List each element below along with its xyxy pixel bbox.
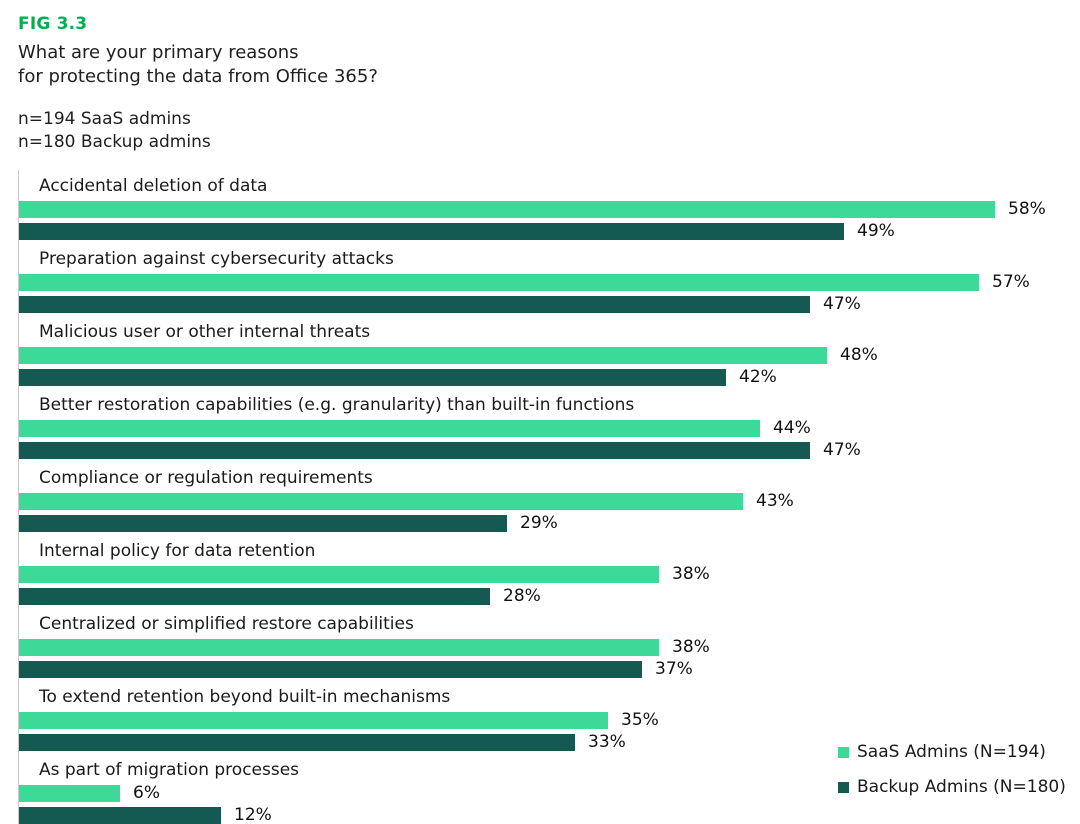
bar-saas	[19, 273, 979, 291]
category-group: Better restoration capabilities (e.g. gr…	[19, 393, 1062, 461]
bar-row-saas: 38%	[19, 636, 1062, 658]
bar-value: 37%	[655, 659, 693, 679]
sample-size-backup: n=180 Backup admins	[18, 132, 211, 153]
bar-value: 48%	[840, 345, 878, 365]
category-group: Malicious user or other internal threats…	[19, 320, 1062, 388]
bar-value: 47%	[823, 294, 861, 314]
bar-backup	[19, 587, 490, 605]
category-label: Accidental deletion of data	[39, 176, 268, 196]
bar-value: 44%	[773, 418, 811, 438]
category-label: As part of migration processes	[39, 760, 300, 780]
bar-row-saas: 35%	[19, 709, 1062, 731]
bar-saas	[19, 200, 995, 218]
bar-row-backup: 42%	[19, 366, 1062, 388]
bar-value: 58%	[1008, 199, 1046, 219]
chart-header: FIG 3.3 What are your primary reasons fo…	[0, 0, 1080, 155]
saas-legend-label: SaaS Admins (N=194)	[857, 742, 1046, 762]
bar-row-backup: 47%	[19, 293, 1062, 315]
bar-saas	[19, 492, 743, 510]
legend-item-backup: Backup Admins (N=180)	[838, 777, 1066, 797]
bar-backup	[19, 222, 844, 240]
bar-chart: Accidental deletion of data 58% 49% Prepara…	[18, 170, 1062, 824]
bar-backup	[19, 660, 642, 678]
bar-saas	[19, 565, 659, 583]
bar-value: 35%	[621, 710, 659, 730]
chart-title-line-2: for protecting the data from Office 365?	[18, 66, 378, 88]
category-group: Centralized or simplified restore capabi…	[19, 612, 1062, 680]
bar-value: 28%	[503, 586, 541, 606]
bar-backup	[19, 368, 726, 386]
bar-row-backup: 47%	[19, 439, 1062, 461]
bar-row-saas: 44%	[19, 417, 1062, 439]
category-label: Compliance or regulation requirements	[39, 468, 373, 488]
bar-row-backup: 49%	[19, 220, 1062, 242]
category-group: Internal policy for data retention 38% 28%	[19, 539, 1062, 607]
bar-row-backup: 12%	[19, 804, 1062, 824]
bar-row-saas: 58%	[19, 198, 1062, 220]
bar-backup	[19, 733, 575, 751]
bar-saas	[19, 711, 608, 729]
category-label: Preparation against cybersecurity attack…	[39, 249, 394, 269]
bar-row-backup: 28%	[19, 585, 1062, 607]
backup-legend-label: Backup Admins (N=180)	[857, 777, 1066, 797]
category-group: Accidental deletion of data 58% 49%	[19, 174, 1062, 242]
bar-value: 6%	[133, 783, 160, 803]
sample-size-note: n=194 SaaS admins n=180 Backup admins	[18, 108, 1080, 156]
bar-row-backup: 37%	[19, 658, 1062, 680]
category-group: Preparation against cybersecurity attack…	[19, 247, 1062, 315]
bar-backup	[19, 514, 507, 532]
category-group: Compliance or regulation requirements 43%…	[19, 466, 1062, 534]
category-label: Internal policy for data retention	[39, 541, 316, 561]
bar-value: 47%	[823, 440, 861, 460]
bar-value: 57%	[992, 272, 1030, 292]
saas-legend-swatch	[838, 746, 849, 758]
chart-rows: Accidental deletion of data 58% 49% Prepara…	[19, 174, 1062, 824]
bar-value: 38%	[672, 564, 710, 584]
category-label: Better restoration capabilities (e.g. gr…	[39, 395, 635, 415]
category-group: To extend retention beyond built-in mech…	[19, 685, 1062, 753]
bar-saas	[19, 638, 659, 656]
bar-row-backup: 33%	[19, 731, 1062, 753]
bar-row-backup: 29%	[19, 512, 1062, 534]
category-label: Centralized or simplified restore capabi…	[39, 614, 414, 634]
bar-value: 49%	[857, 221, 895, 241]
bar-value: 33%	[588, 732, 626, 752]
bar-value: 29%	[520, 513, 558, 533]
sample-size-saas: n=194 SaaS admins	[18, 108, 191, 129]
category-label: To extend retention beyond built-in mech…	[39, 687, 451, 707]
backup-legend-swatch	[838, 781, 849, 793]
bar-row-saas: 48%	[19, 344, 1062, 366]
bar-backup	[19, 806, 221, 824]
bar-value: 12%	[234, 805, 272, 824]
bar-row-saas: 57%	[19, 271, 1062, 293]
bar-saas	[19, 346, 827, 364]
category-label: Malicious user or other internal threats	[39, 322, 371, 342]
figure-number: FIG 3.3	[18, 14, 88, 34]
chart-title-line-1: What are your primary reasons	[18, 42, 299, 63]
legend-item-saas: SaaS Admins (N=194)	[838, 742, 1066, 762]
bar-row-saas: 38%	[19, 563, 1062, 585]
bar-backup	[19, 295, 810, 313]
bar-backup	[19, 441, 810, 459]
category-group: As part of migration processes 6% 12%	[19, 758, 1062, 824]
chart-legend: SaaS Admins (N=194) Backup Admins (N=180…	[838, 742, 1066, 797]
bar-row-saas: 6%	[19, 782, 1062, 804]
bar-saas	[19, 784, 120, 802]
bar-saas	[19, 419, 760, 437]
chart-title: What are your primary reasons for protec…	[18, 41, 1080, 90]
bar-value: 43%	[756, 491, 794, 511]
bar-row-saas: 43%	[19, 490, 1062, 512]
bar-value: 38%	[672, 637, 710, 657]
bar-value: 42%	[739, 367, 777, 387]
